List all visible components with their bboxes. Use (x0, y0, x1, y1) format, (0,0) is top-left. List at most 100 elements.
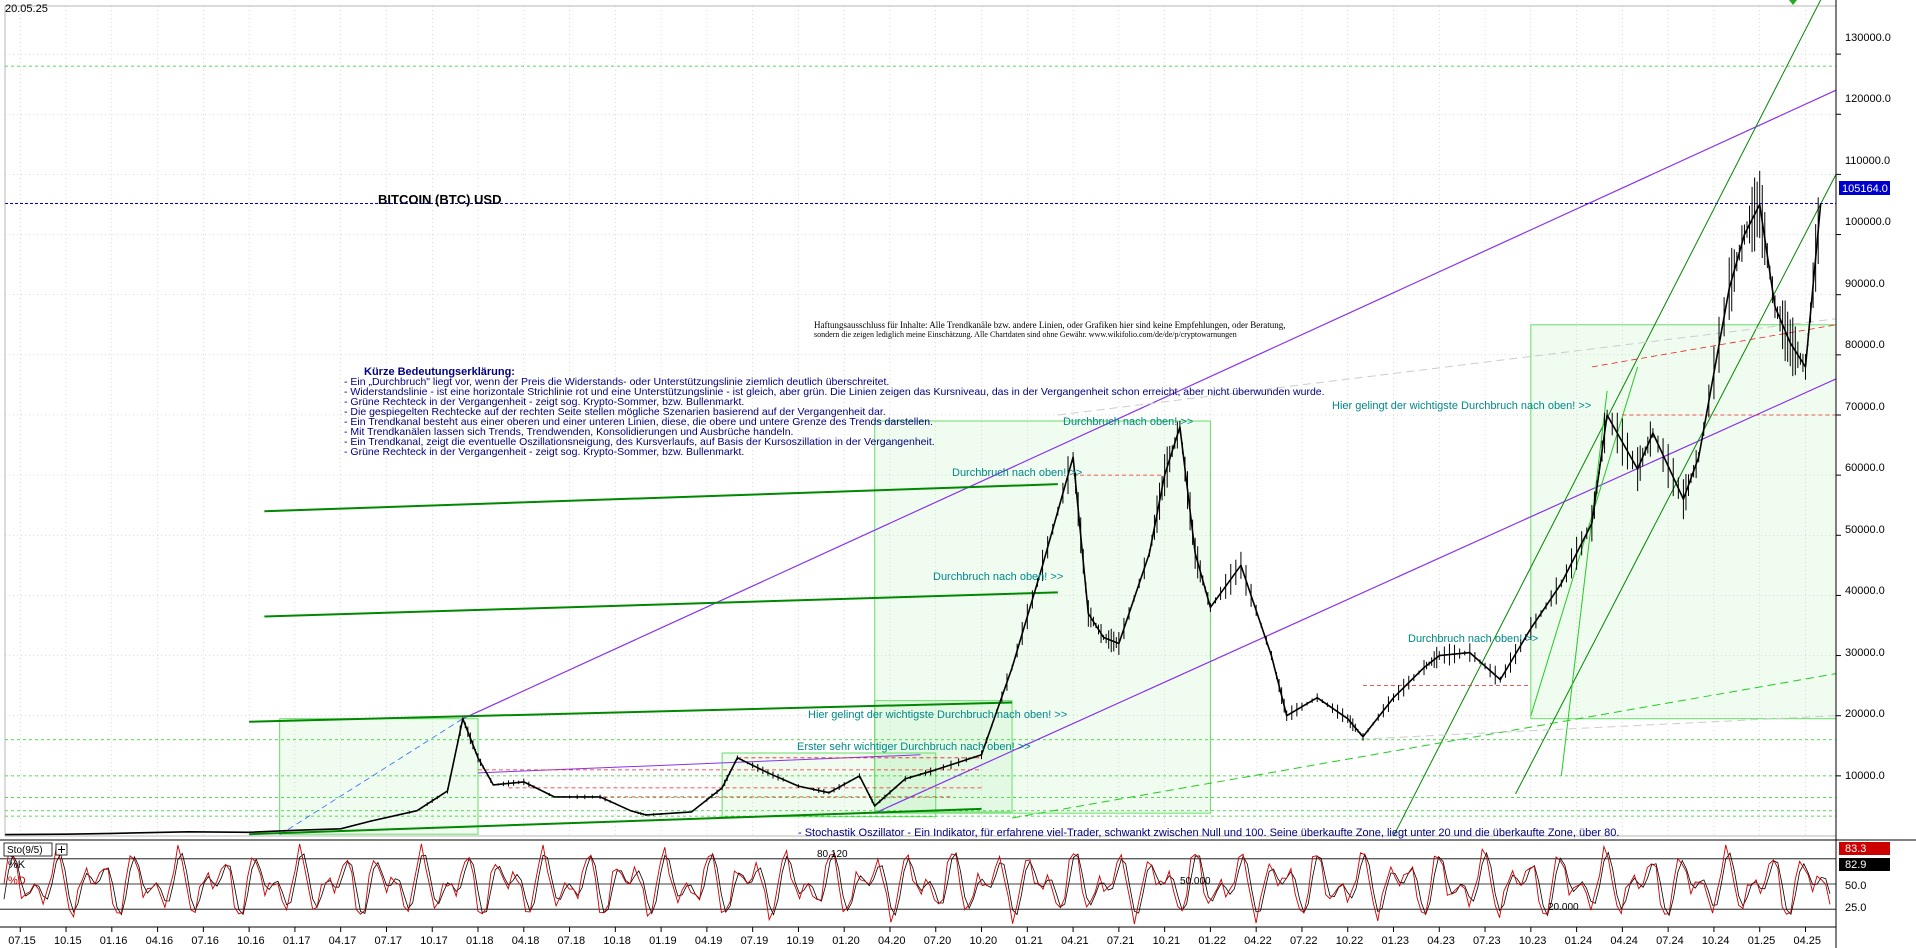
bull-market-box (874, 700, 1013, 813)
y-tick-label: 50000.0 (1845, 524, 1885, 536)
steep-channel-line (1393, 0, 1822, 837)
chart-title: BITCOIN (BTC) USD (378, 192, 502, 207)
osc-level-label: 20.000 (1548, 902, 1579, 913)
disclaimer-line-1: Haftungsausschluss für Inhalte: Alle Tre… (814, 320, 1286, 330)
trend-lines (5, 0, 1837, 837)
x-tick-label: 01.17 (283, 935, 311, 947)
y-tick-label: 100000.0 (1845, 216, 1891, 228)
x-tick-label: 10.21 (1153, 935, 1181, 947)
x-tick-label: 07.20 (924, 935, 952, 947)
steep-support (1560, 390, 1608, 776)
osc-name-box (3, 842, 53, 857)
legend-line: - Grüne Rechteck in der Vergangenheit - … (344, 446, 744, 458)
oscillator-header: Sto(9/5) %K %D (3, 842, 68, 887)
osc-tick-label: 50.0 (1845, 880, 1866, 892)
y-tick-label: 90000.0 (1845, 278, 1885, 290)
y-tick-label: 80000.0 (1845, 339, 1885, 351)
price-axis-labels: 130000.0 120000.0 110000.0 100000.0 9000… (1845, 32, 1891, 782)
osc-level-label: 80.120 (817, 849, 848, 860)
stochastic-note: - Stochastik Oszillator - Ein Indikator,… (798, 827, 1619, 839)
x-tick-label: 04.24 (1610, 935, 1638, 947)
legend-title: Kürze Bedeutungserklärung: (364, 366, 515, 378)
legend-line: - Grüne Rechteck in der Vergangenheit - … (344, 396, 744, 408)
osc-d-label: %D (8, 875, 26, 887)
legend-line: - Ein Trendkanal, zeigt die eventuelle O… (344, 436, 935, 448)
osc-k-value: 83.3 (1845, 843, 1866, 855)
osc-name: Sto(9/5) (7, 845, 43, 856)
x-tick-label: 04.25 (1793, 935, 1821, 947)
x-tick-label: 07.23 (1473, 935, 1501, 947)
y-tick-label: 10000.0 (1845, 770, 1885, 782)
y-tick-label: 30000.0 (1845, 647, 1885, 659)
x-tick-label: 10.22 (1336, 935, 1364, 947)
price-series (4, 171, 1822, 836)
x-tick-label: 07.18 (558, 935, 586, 947)
x-tick-label: 01.19 (649, 935, 677, 947)
osc-k-line (3, 843, 1831, 925)
projection-line (1011, 673, 1837, 819)
resistance-trend (264, 591, 1058, 618)
date-label: 20.05.25 (5, 3, 48, 15)
x-tick-label: 10.16 (237, 935, 265, 947)
x-tick-label: 04.18 (512, 935, 540, 947)
resistance-trend (264, 483, 1058, 513)
breakout-label: Durchbruch nach oben! >> (952, 467, 1082, 479)
x-tick-label: 10.24 (1702, 935, 1730, 947)
x-tick-label: 01.16 (100, 935, 128, 947)
y-tick-label: 60000.0 (1845, 462, 1885, 474)
osc-d-value: 82.9 (1845, 859, 1866, 871)
last-price-box (1839, 181, 1890, 195)
bull-market-boxes (279, 324, 1837, 835)
x-tick-label: 01.18 (466, 935, 494, 947)
x-tick-label: 04.17 (329, 935, 357, 947)
x-tick-label: 07.21 (1107, 935, 1135, 947)
bull-market-box (1530, 324, 1837, 720)
oscillator-axis: 83.3 82.9 50.0 25.0 (1839, 842, 1890, 914)
x-tick-label: 01.23 (1382, 935, 1410, 947)
legend-line: - Widerstandslinie - ist eine horizontal… (344, 386, 1325, 398)
legend-line: - Mit Trendkanälen lassen sich Trends, T… (344, 426, 793, 438)
breakout-label: Durchbruch nach oben! >> (1408, 633, 1538, 645)
y-tick-label: 20000.0 (1845, 708, 1885, 720)
x-tick-label: 04.23 (1427, 935, 1455, 947)
x-tick-label: 10.20 (970, 935, 998, 947)
y-tick-label: 120000.0 (1845, 93, 1891, 105)
breakout-label: Hier gelingt der wichtigste Durchbruch n… (808, 709, 1067, 721)
projection-line (1057, 318, 1837, 416)
trend-channel-lower (874, 378, 1837, 814)
oscillator-level-labels: 80.120 50.000 20.000 (817, 849, 1579, 913)
x-tick-label: 10.18 (603, 935, 631, 947)
y-tick-label: 110000.0 (1845, 155, 1890, 167)
steep-support (1530, 366, 1639, 716)
y-tick-label: 40000.0 (1845, 585, 1885, 597)
x-tick-label: 07.22 (1290, 935, 1318, 947)
x-tick-label: 04.20 (878, 935, 906, 947)
x-tick-label: 01.21 (1015, 935, 1043, 947)
osc-k-box (1839, 842, 1890, 855)
x-tick-label: 01.25 (1748, 935, 1776, 947)
y-tick-label: 70000.0 (1845, 401, 1885, 413)
x-tick-label: 04.19 (695, 935, 723, 947)
x-tick-label: 10.15 (54, 935, 82, 947)
breakout-label: Durchbruch nach oben! >> (933, 571, 1063, 583)
x-tick-label: 04.16 (146, 935, 174, 947)
x-tick-label: 10.17 (420, 935, 448, 947)
projection-line (1347, 715, 1837, 741)
legend-lines: - Ein „Durchbruch" liegt vor, wenn der P… (344, 376, 1325, 458)
x-tick-label: 01.24 (1565, 935, 1593, 947)
x-tick-label: 04.22 (1244, 935, 1272, 947)
osc-d-box (1839, 858, 1890, 871)
bull-market-box (279, 718, 479, 835)
breakout-label: Durchbruch nach oben! >> (1063, 416, 1193, 428)
disclaimer-line-2: sondern die zeigen lediglich meine Einsc… (814, 330, 1237, 339)
bull-market-box (721, 752, 937, 818)
y-tick-label: 130000.0 (1845, 32, 1891, 44)
x-tick-label: 01.20 (832, 935, 860, 947)
x-tick-label: 04.21 (1061, 935, 1089, 947)
legend-line: - Ein „Durchbruch" liegt vor, wenn der P… (344, 376, 889, 388)
stochastic-panel (0, 843, 1836, 925)
x-tick-label: 10.19 (786, 935, 814, 947)
marker-icon (1789, 0, 1797, 5)
